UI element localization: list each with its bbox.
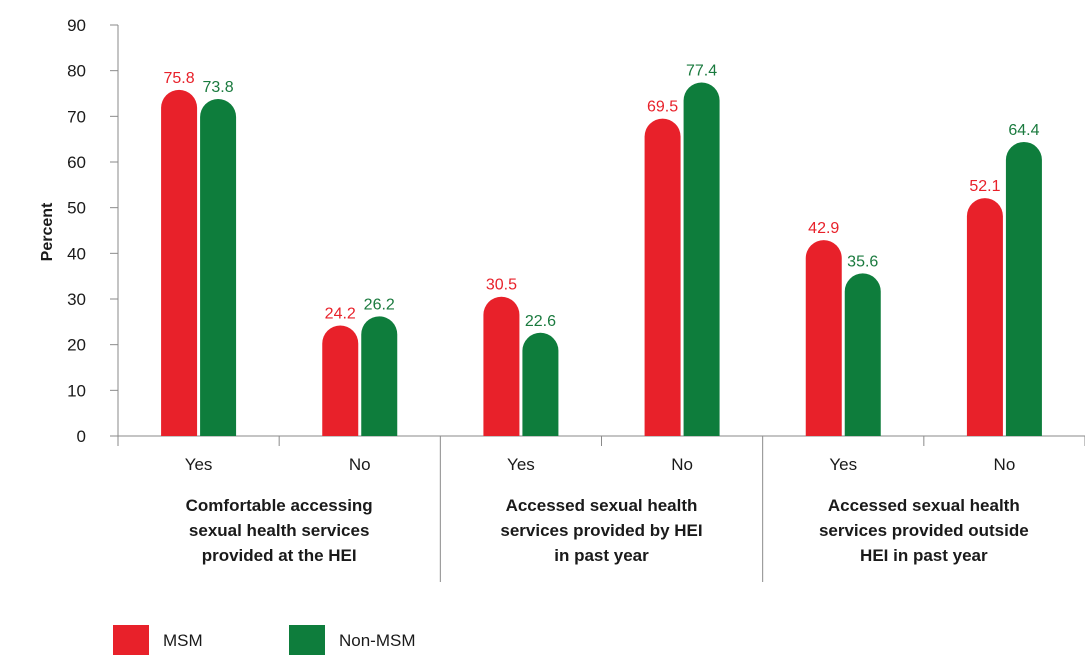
data-label: 69.5 (647, 99, 678, 116)
group-label-line: Comfortable accessing (186, 496, 373, 515)
y-tick-label: 80 (67, 62, 86, 81)
group-label-line: provided at the HEI (202, 546, 357, 565)
bar-non-msm (522, 332, 559, 436)
group-label-line: sexual health services (189, 521, 370, 540)
group-labels: Comfortable accessing sexual health servi… (186, 496, 1029, 565)
y-tick-label: 60 (67, 153, 86, 172)
bar-msm (161, 89, 198, 436)
category-label: Yes (185, 455, 213, 474)
data-label: 73.8 (203, 79, 234, 96)
y-axis-label: Percent (39, 202, 56, 261)
data-label: 35.6 (847, 253, 878, 270)
legend: MSM Non-MSM (113, 625, 416, 655)
data-label: 26.2 (364, 296, 395, 313)
y-axis: 0 10 20 30 40 50 60 70 80 90 (67, 16, 119, 446)
data-label: 30.5 (486, 277, 517, 294)
y-tick-label: 50 (67, 199, 86, 218)
group-label-line: in past year (554, 546, 649, 565)
bar-non-msm (200, 98, 237, 436)
y-tick-label: 20 (67, 336, 86, 355)
group-label-line: HEI in past year (860, 546, 988, 565)
y-tick-label: 30 (67, 290, 86, 309)
data-label: 77.4 (686, 63, 717, 80)
y-tick-label: 70 (67, 107, 86, 126)
bar-msm (966, 198, 1003, 436)
bar-non-msm (844, 273, 881, 436)
y-tick-label: 40 (67, 244, 86, 263)
category-labels: Yes No Yes No Yes No (185, 455, 1016, 474)
group-label-line: services provided outside (819, 521, 1029, 540)
data-labels: 75.8 73.8 24.2 26.2 30.5 22.6 69.5 77.4 42.9 35.6… (164, 63, 1040, 330)
bar-msm (483, 296, 520, 436)
data-label: 52.1 (969, 178, 1000, 195)
group-label-line: Accessed sexual health (506, 496, 698, 515)
legend-swatch (113, 625, 149, 655)
category-label: No (349, 455, 371, 474)
legend-label: Non-MSM (339, 631, 416, 650)
group-label-line: Accessed sexual health (828, 496, 1020, 515)
data-label: 22.6 (525, 313, 556, 330)
data-label: 42.9 (808, 220, 839, 237)
bars (161, 82, 1042, 436)
category-label: Yes (829, 455, 857, 474)
category-label: No (671, 455, 693, 474)
group-label: Accessed sexual health services provided … (819, 496, 1029, 565)
group-label-line: services provided by HEI (500, 521, 702, 540)
bar-non-msm (1005, 141, 1042, 436)
data-label: 24.2 (325, 305, 356, 322)
y-tick-label: 0 (77, 427, 86, 446)
bar-non-msm (683, 82, 720, 436)
legend-swatch (289, 625, 325, 655)
category-label: Yes (507, 455, 535, 474)
group-label: Accessed sexual health services provided … (500, 496, 702, 565)
data-label: 75.8 (164, 70, 195, 87)
bar-msm (322, 325, 359, 436)
x-axis (117, 435, 1085, 582)
bar-msm (644, 118, 681, 436)
y-tick-label: 10 (67, 381, 86, 400)
bar-msm (805, 240, 842, 436)
group-label: Comfortable accessing sexual health servi… (186, 496, 373, 565)
data-label: 64.4 (1008, 122, 1039, 139)
y-tick-label: 90 (67, 16, 86, 35)
category-label: No (994, 455, 1016, 474)
bar-non-msm (361, 316, 398, 436)
legend-label: MSM (163, 631, 203, 650)
